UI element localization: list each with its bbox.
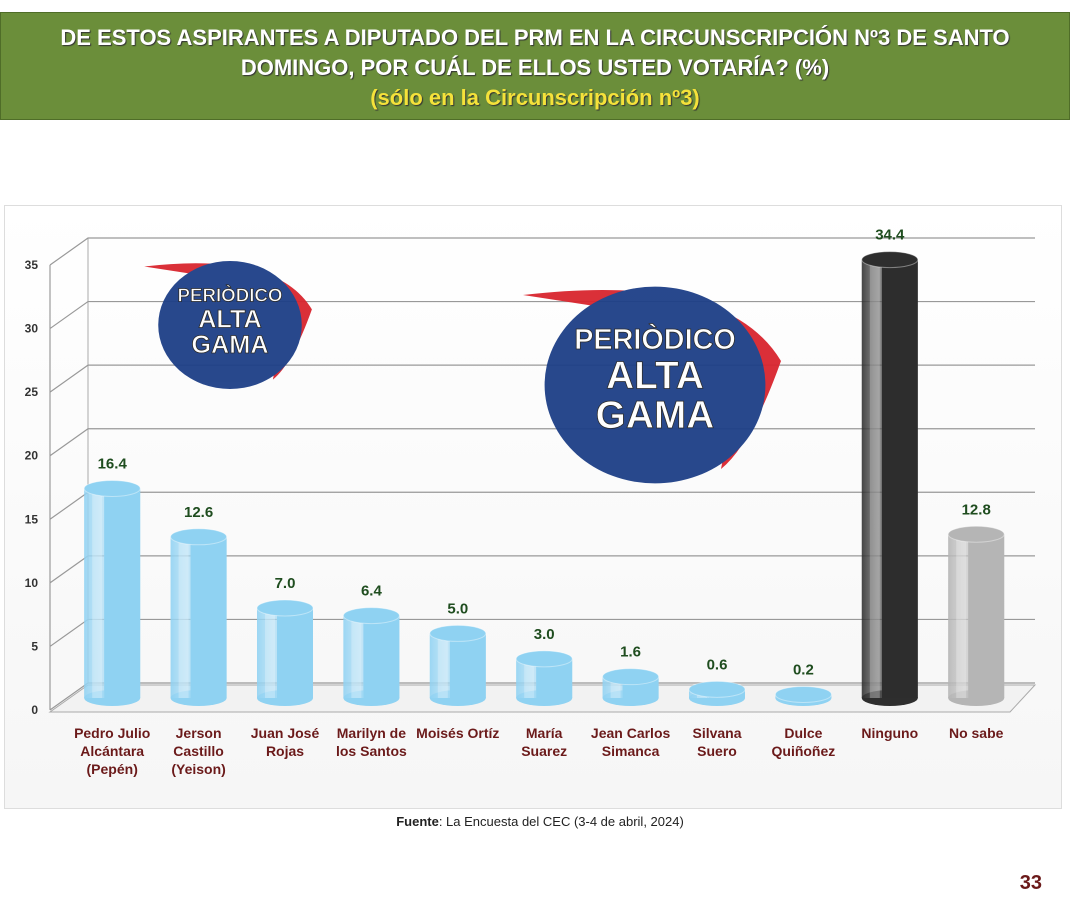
bar-shade (170, 536, 227, 698)
bar-top (256, 599, 314, 617)
bar-shade (84, 488, 141, 698)
bar-highlight (869, 259, 880, 698)
value-label: 0.2 (793, 661, 814, 678)
logo-text: GAMA (191, 331, 268, 359)
y-tick-label: 20 (25, 449, 39, 463)
y-tick-label: 30 (25, 322, 39, 336)
y-tick-label: 35 (25, 258, 39, 272)
value-label: 0.6 (707, 656, 728, 673)
bar-shade (948, 534, 1005, 698)
bar-highlight (956, 534, 967, 698)
source-label: Fuente (396, 814, 439, 829)
x-tick-label: María Suarez (521, 725, 568, 759)
bar-top (602, 668, 660, 686)
y-tick-label: 25 (25, 385, 39, 399)
bar-top (947, 525, 1005, 543)
page-number: 33 (1019, 872, 1042, 894)
value-label: 16.4 (98, 455, 128, 472)
bar-highlight (178, 536, 189, 698)
bar-top (861, 251, 919, 269)
y-tick-label: 10 (25, 576, 39, 590)
bar-top (774, 685, 832, 703)
x-tick-label: Silvana Suero (692, 725, 742, 759)
bar-shade (343, 615, 400, 698)
title: DE ESTOS ASPIRANTES A DIPUTADO DEL PRM E… (60, 25, 1010, 80)
logo-text: PERIÒDICO (178, 285, 283, 306)
y-tick-label: 5 (31, 639, 38, 653)
x-tick-label: Jean Carlos Simanca (590, 725, 671, 759)
source-text: : La Encuesta del CEC (3-4 de abril, 202… (438, 814, 684, 829)
subtitle: (sólo en la Circunscripción nº3) (370, 85, 700, 110)
bar-top (515, 650, 573, 668)
bar-top (342, 607, 400, 625)
value-label: 34.4 (875, 227, 905, 244)
bar-highlight (437, 633, 448, 698)
header: DE ESTOS ASPIRANTES A DIPUTADO DEL PRM E… (0, 12, 1070, 120)
bar-top (429, 624, 487, 642)
x-tick-label: Pedro Julio Alcántara (Pepén) (74, 725, 151, 777)
bar-highlight (351, 615, 362, 698)
x-tick-label: Marilyn de los Santos (335, 725, 407, 759)
bar-highlight (610, 676, 621, 698)
value-label: 12.8 (962, 501, 991, 518)
x-tick-label: Moisés Ortíz (416, 725, 500, 741)
x-tick-label: Jerson Castillo (Yeison) (171, 725, 226, 777)
bar-top (170, 528, 228, 546)
value-label: 5.0 (447, 600, 468, 617)
logo-text: ALTA (198, 305, 262, 333)
bar-highlight (265, 608, 275, 698)
logo-text: GAMA (596, 394, 715, 437)
bar-top (83, 479, 141, 497)
logo-text: ALTA (606, 355, 704, 398)
bar-top (688, 680, 746, 698)
bar-shade (861, 259, 918, 698)
logo-disc (158, 261, 302, 389)
value-label: 12.6 (184, 504, 213, 521)
x-tick-label: No sabe (948, 725, 1004, 741)
bar-highlight (524, 658, 535, 698)
logo-disc (544, 286, 766, 484)
bar-highlight (92, 488, 103, 698)
grid-line (49, 300, 1035, 330)
x-tick-label: Dulce Quiñoñez (771, 725, 836, 759)
value-label: 3.0 (534, 626, 555, 643)
y-tick-label: 0 (31, 703, 38, 717)
source: Fuente: La Encuesta del CEC (3-4 de abri… (0, 814, 1080, 829)
x-tick-label: Ninguno (861, 725, 919, 741)
value-label: 6.4 (361, 583, 383, 600)
x-tick-label: Juan José Rojas (250, 725, 320, 759)
value-label: 1.6 (620, 644, 641, 661)
y-tick-label: 15 (25, 512, 39, 526)
bar-shade (257, 608, 313, 698)
grid-line (49, 237, 1035, 266)
bar-shade (429, 633, 486, 698)
logo-text: PERIÒDICO (574, 322, 736, 356)
value-label: 7.0 (275, 575, 296, 592)
